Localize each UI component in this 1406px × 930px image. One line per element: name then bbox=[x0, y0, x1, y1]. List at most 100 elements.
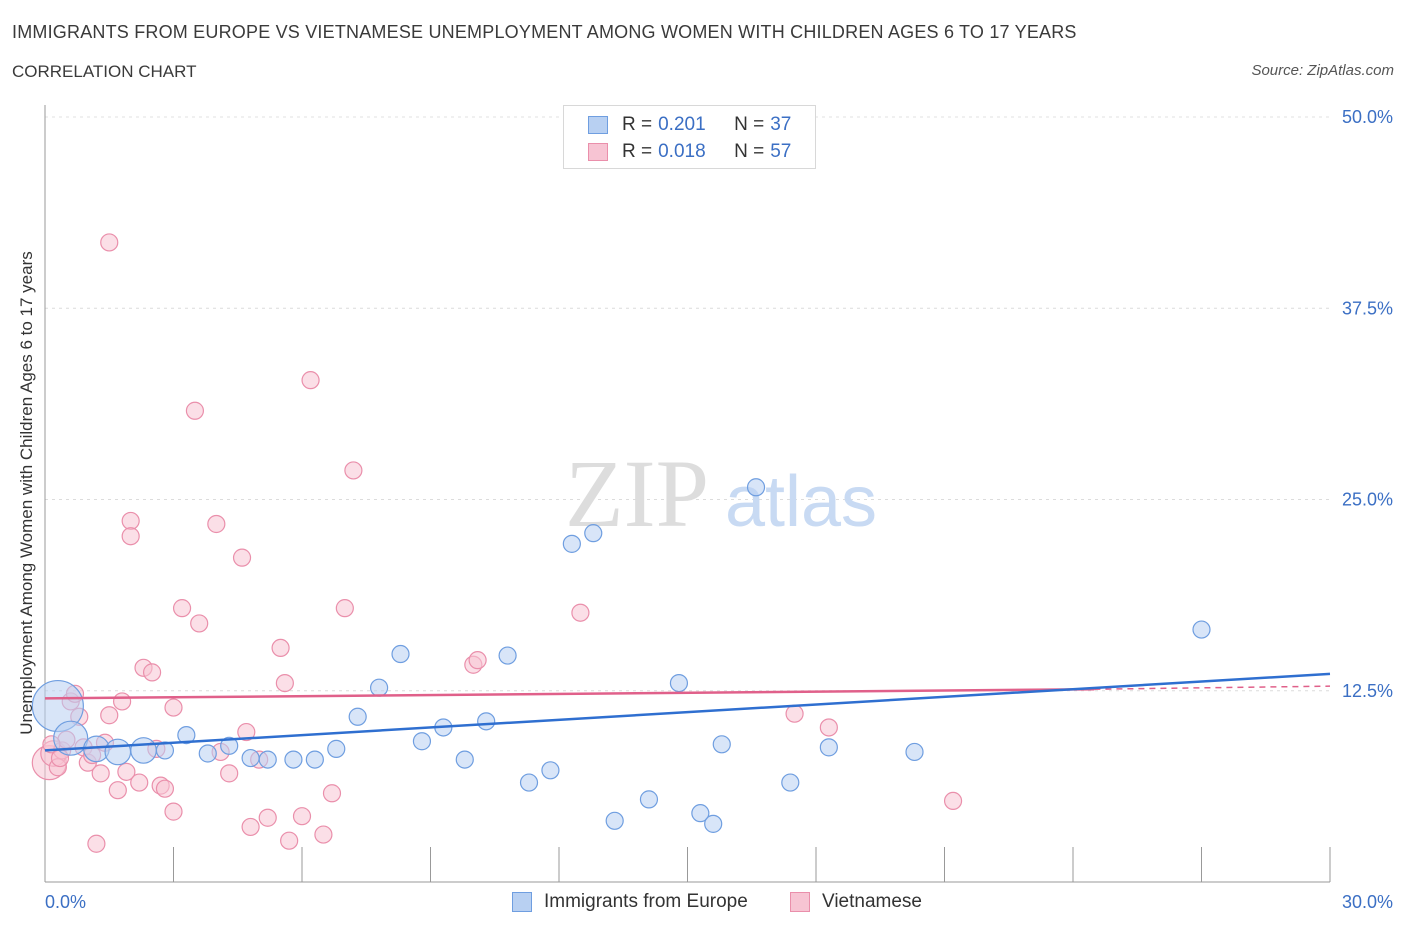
data-point-europe bbox=[819, 738, 838, 757]
data-point-europe bbox=[562, 534, 581, 553]
data-point-europe bbox=[639, 790, 659, 809]
data-point-vietnamese bbox=[301, 371, 320, 390]
trend-lines bbox=[44, 672, 1331, 752]
data-point-vietnamese bbox=[121, 511, 140, 531]
data-point-vietnamese bbox=[322, 784, 342, 803]
data-point-europe bbox=[477, 712, 496, 731]
data-point-europe bbox=[220, 736, 239, 755]
bottom-legend-swatch-vietnamese bbox=[790, 892, 810, 912]
data-point-vietnamese bbox=[220, 764, 239, 783]
bottom-legend-europe: Immigrants from Europe bbox=[512, 890, 748, 914]
data-point-europe bbox=[712, 735, 731, 754]
data-point-vietnamese bbox=[241, 817, 260, 837]
legend-n-label: N = bbox=[734, 141, 765, 162]
bottom-legend-swatch-europe bbox=[512, 892, 532, 912]
watermark: ZIP atlas bbox=[565, 440, 877, 547]
bottom-legend-label-europe: Immigrants from Europe bbox=[544, 891, 748, 912]
data-point-vietnamese bbox=[121, 527, 140, 546]
y-axis-label: Unemployment Among Women with Children A… bbox=[17, 251, 36, 735]
trend-line-europe bbox=[44, 672, 1331, 752]
data-point-vietnamese bbox=[232, 548, 252, 567]
data-point-europe bbox=[704, 814, 723, 833]
series-vietnamese-points bbox=[31, 233, 963, 853]
correlation-legend: R = 0.201 N = 37 R = 0.018 N = 57 bbox=[563, 105, 816, 169]
legend-swatch-europe bbox=[588, 116, 608, 134]
data-point-vietnamese bbox=[314, 825, 333, 844]
data-point-europe bbox=[584, 524, 603, 543]
data-point-europe bbox=[781, 773, 800, 792]
legend-row-vietnamese: R = 0.018 N = 57 bbox=[588, 140, 791, 164]
data-point-vietnamese bbox=[280, 831, 299, 850]
data-point-vietnamese bbox=[271, 638, 290, 658]
data-point-europe bbox=[746, 478, 766, 497]
data-point-europe bbox=[348, 707, 367, 726]
data-point-vietnamese bbox=[164, 698, 183, 717]
data-point-europe bbox=[284, 750, 303, 769]
data-point-europe bbox=[541, 761, 560, 780]
data-point-europe bbox=[177, 726, 196, 745]
legend-n-value: 57 bbox=[770, 141, 792, 162]
data-point-vietnamese bbox=[344, 461, 363, 480]
data-point-europe bbox=[605, 811, 624, 830]
data-point-vietnamese bbox=[91, 764, 110, 783]
data-point-vietnamese bbox=[468, 651, 487, 670]
data-point-europe bbox=[412, 732, 432, 751]
y-tick-label: 25.0% bbox=[1342, 490, 1393, 510]
data-point-vietnamese bbox=[87, 834, 106, 853]
data-point-europe bbox=[691, 804, 710, 823]
legend-row-europe: R = 0.201 N = 37 bbox=[588, 113, 791, 137]
data-point-vietnamese bbox=[292, 807, 312, 826]
data-point-vietnamese bbox=[785, 704, 804, 723]
data-point-europe bbox=[905, 742, 924, 762]
data-point-europe bbox=[519, 773, 539, 792]
chart-title: IMMIGRANTS FROM EUROPE VS VIETNAMESE UNE… bbox=[12, 22, 1077, 42]
legend-n-value: 37 bbox=[770, 114, 792, 135]
data-point-europe bbox=[104, 738, 132, 766]
data-point-europe bbox=[455, 750, 474, 769]
data-point-europe bbox=[198, 744, 217, 763]
data-point-vietnamese bbox=[155, 779, 175, 798]
data-point-vietnamese bbox=[275, 673, 294, 693]
watermark-atlas: atlas bbox=[725, 462, 877, 542]
source-label: Source: ZipAtlas.com bbox=[1251, 62, 1394, 79]
grid-lines bbox=[45, 116, 1330, 692]
data-point-vietnamese bbox=[130, 773, 149, 792]
data-point-europe bbox=[130, 737, 157, 764]
y-tick-label: 12.5% bbox=[1342, 681, 1393, 701]
legend-r-value: 0.018 bbox=[658, 141, 706, 162]
legend-n-label: N = bbox=[734, 114, 765, 135]
data-point-europe bbox=[258, 750, 277, 769]
data-point-vietnamese bbox=[117, 762, 136, 781]
y-tick-label: 50.0% bbox=[1342, 107, 1393, 127]
data-point-europe bbox=[1192, 620, 1211, 639]
legend-r-label: R = bbox=[622, 141, 653, 162]
y-tick-label: 37.5% bbox=[1342, 298, 1393, 318]
data-point-vietnamese bbox=[819, 718, 838, 737]
data-point-europe bbox=[241, 748, 260, 768]
bottom-legend-label-vietnamese: Vietnamese bbox=[822, 891, 922, 912]
data-point-vietnamese bbox=[100, 706, 119, 725]
data-point-europe bbox=[498, 646, 517, 665]
legend-r-label: R = bbox=[622, 114, 653, 135]
data-point-vietnamese bbox=[237, 722, 256, 742]
data-point-vietnamese bbox=[142, 663, 162, 682]
data-point-europe bbox=[370, 678, 389, 697]
x-tick-label: 0.0% bbox=[45, 892, 86, 912]
data-point-vietnamese bbox=[943, 791, 963, 811]
data-point-vietnamese bbox=[112, 692, 132, 711]
data-point-europe bbox=[155, 741, 175, 760]
data-point-europe bbox=[305, 750, 324, 769]
data-point-vietnamese bbox=[172, 599, 192, 618]
bottom-legend-vietnamese: Vietnamese bbox=[790, 890, 922, 914]
data-point-vietnamese bbox=[100, 233, 119, 252]
tick-labels: 12.5% 25.0% 37.5% 50.0% 0.0% 30.0% bbox=[45, 107, 1393, 912]
legend-swatch-vietnamese bbox=[588, 143, 608, 161]
data-point-europe bbox=[391, 644, 410, 664]
data-point-vietnamese bbox=[207, 514, 226, 534]
legend-r-value: 0.201 bbox=[658, 114, 706, 135]
x-tick-label: 30.0% bbox=[1342, 892, 1393, 912]
data-point-vietnamese bbox=[164, 802, 183, 821]
data-point-europe bbox=[53, 720, 89, 756]
data-point-vietnamese bbox=[190, 614, 209, 633]
